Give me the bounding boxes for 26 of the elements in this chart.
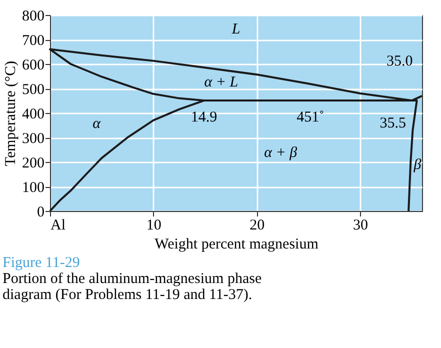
text: Portion of the aluminum-magnesium phase diagram (For Problems 11-19 and 11-37). xyxy=(2,271,262,303)
y-tick-label: 300 xyxy=(22,131,44,147)
annotation: α + L xyxy=(204,74,238,91)
y-tick-label: 500 xyxy=(22,82,44,98)
y-tick-label: 200 xyxy=(22,156,44,172)
y-tick-label: 100 xyxy=(22,180,44,196)
x-axis-title: Weight percent magnesium xyxy=(154,236,319,252)
annotation: β xyxy=(412,156,422,173)
y-tick-label: 800 xyxy=(22,8,44,24)
x-tick-label: 20 xyxy=(250,218,265,234)
x-tick-label: 30 xyxy=(353,218,368,234)
annotation: 35.5 xyxy=(380,116,406,132)
y-tick-label: 700 xyxy=(22,33,44,49)
annotation: 35.0 xyxy=(386,54,413,70)
annotation: L xyxy=(230,22,240,38)
text: Figure 11-29 xyxy=(2,255,80,271)
y-tick-label: 600 xyxy=(22,58,44,74)
y-tick-label: 400 xyxy=(22,106,44,122)
x-tick-label: Al xyxy=(50,218,66,234)
annotation: α + β xyxy=(264,145,298,162)
annotation: 451˚ xyxy=(296,110,324,126)
y-tick-label: 0 xyxy=(37,204,44,220)
y-axis-title: Temperature (°C) xyxy=(3,60,19,166)
annotation: 14.9 xyxy=(190,110,218,126)
x-tick-label: 10 xyxy=(146,218,162,234)
annotation: α xyxy=(92,116,102,132)
